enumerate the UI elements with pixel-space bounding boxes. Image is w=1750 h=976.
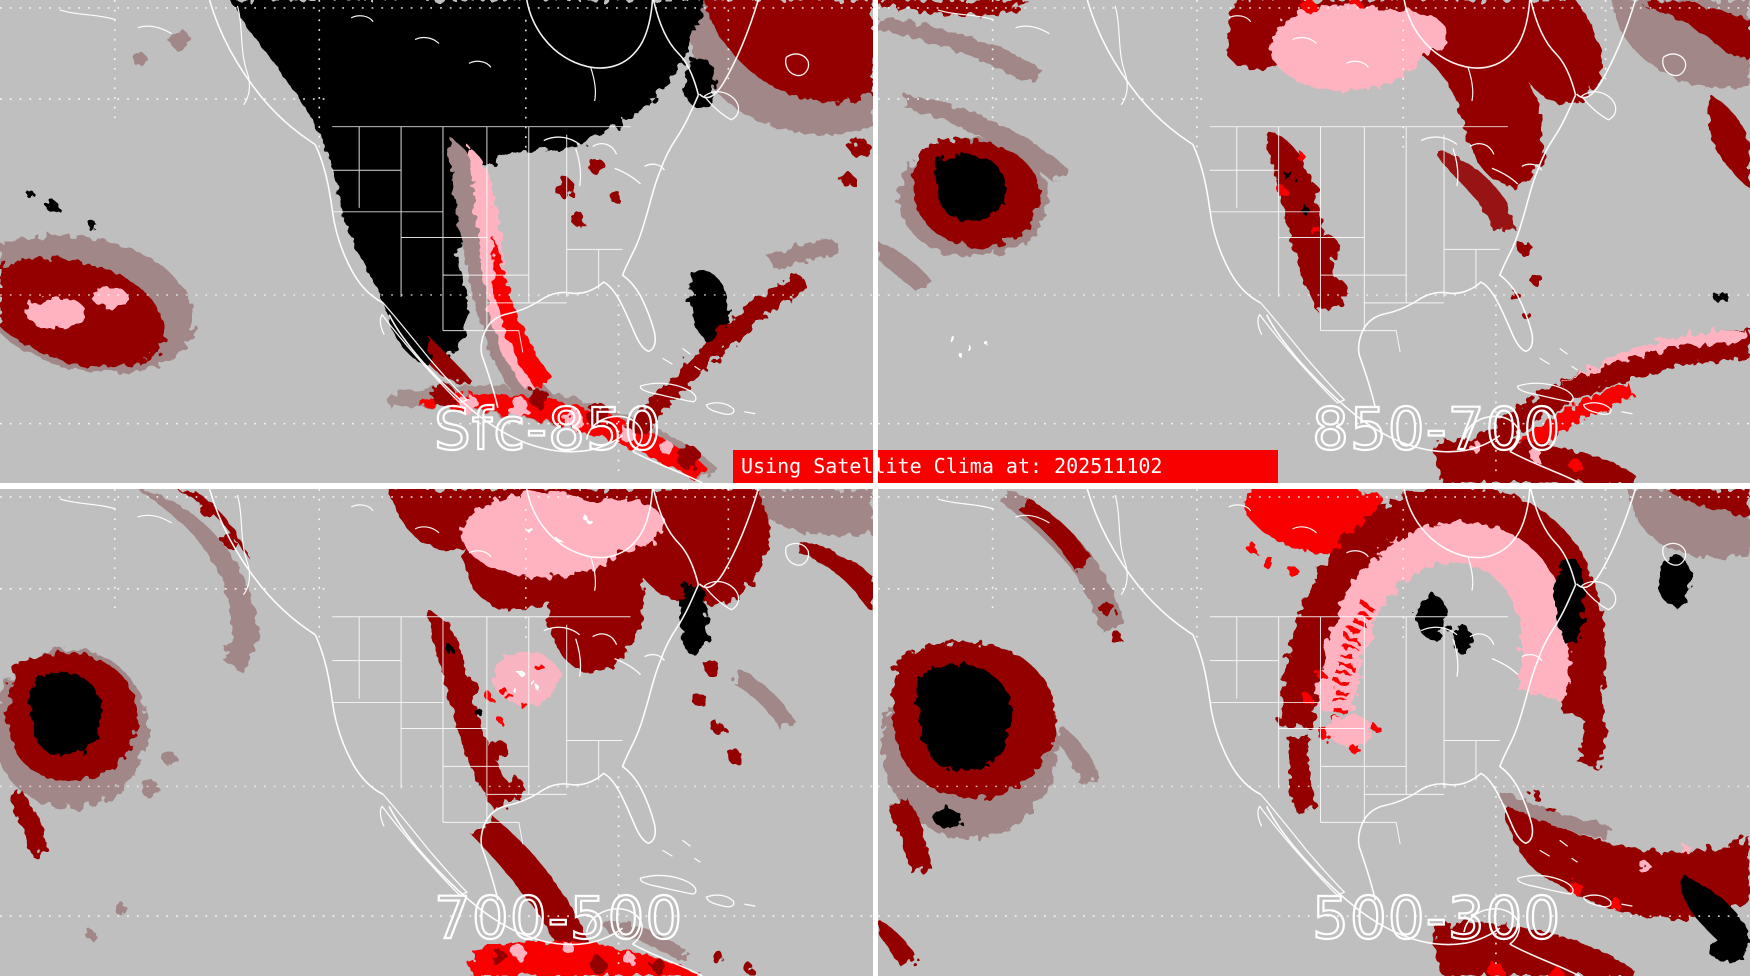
moisture-blobs	[878, 0, 1750, 483]
map-850-700	[878, 0, 1750, 483]
panel-850-700: 850-700	[878, 0, 1750, 483]
panel-500-300: 500-300	[878, 489, 1750, 976]
map-sfc-850	[0, 0, 873, 483]
map-500-300	[878, 489, 1750, 976]
moisture-blobs	[878, 489, 1750, 976]
moisture-blobs	[0, 489, 873, 976]
map-700-500	[0, 489, 873, 976]
panel-sfc-850: Sfc-850	[0, 0, 873, 483]
horizontal-panel-divider	[0, 483, 1750, 489]
status-banner: Using Satellite Clima at: 202511102	[733, 450, 1278, 483]
panel-700-500: 700-500	[0, 489, 873, 976]
